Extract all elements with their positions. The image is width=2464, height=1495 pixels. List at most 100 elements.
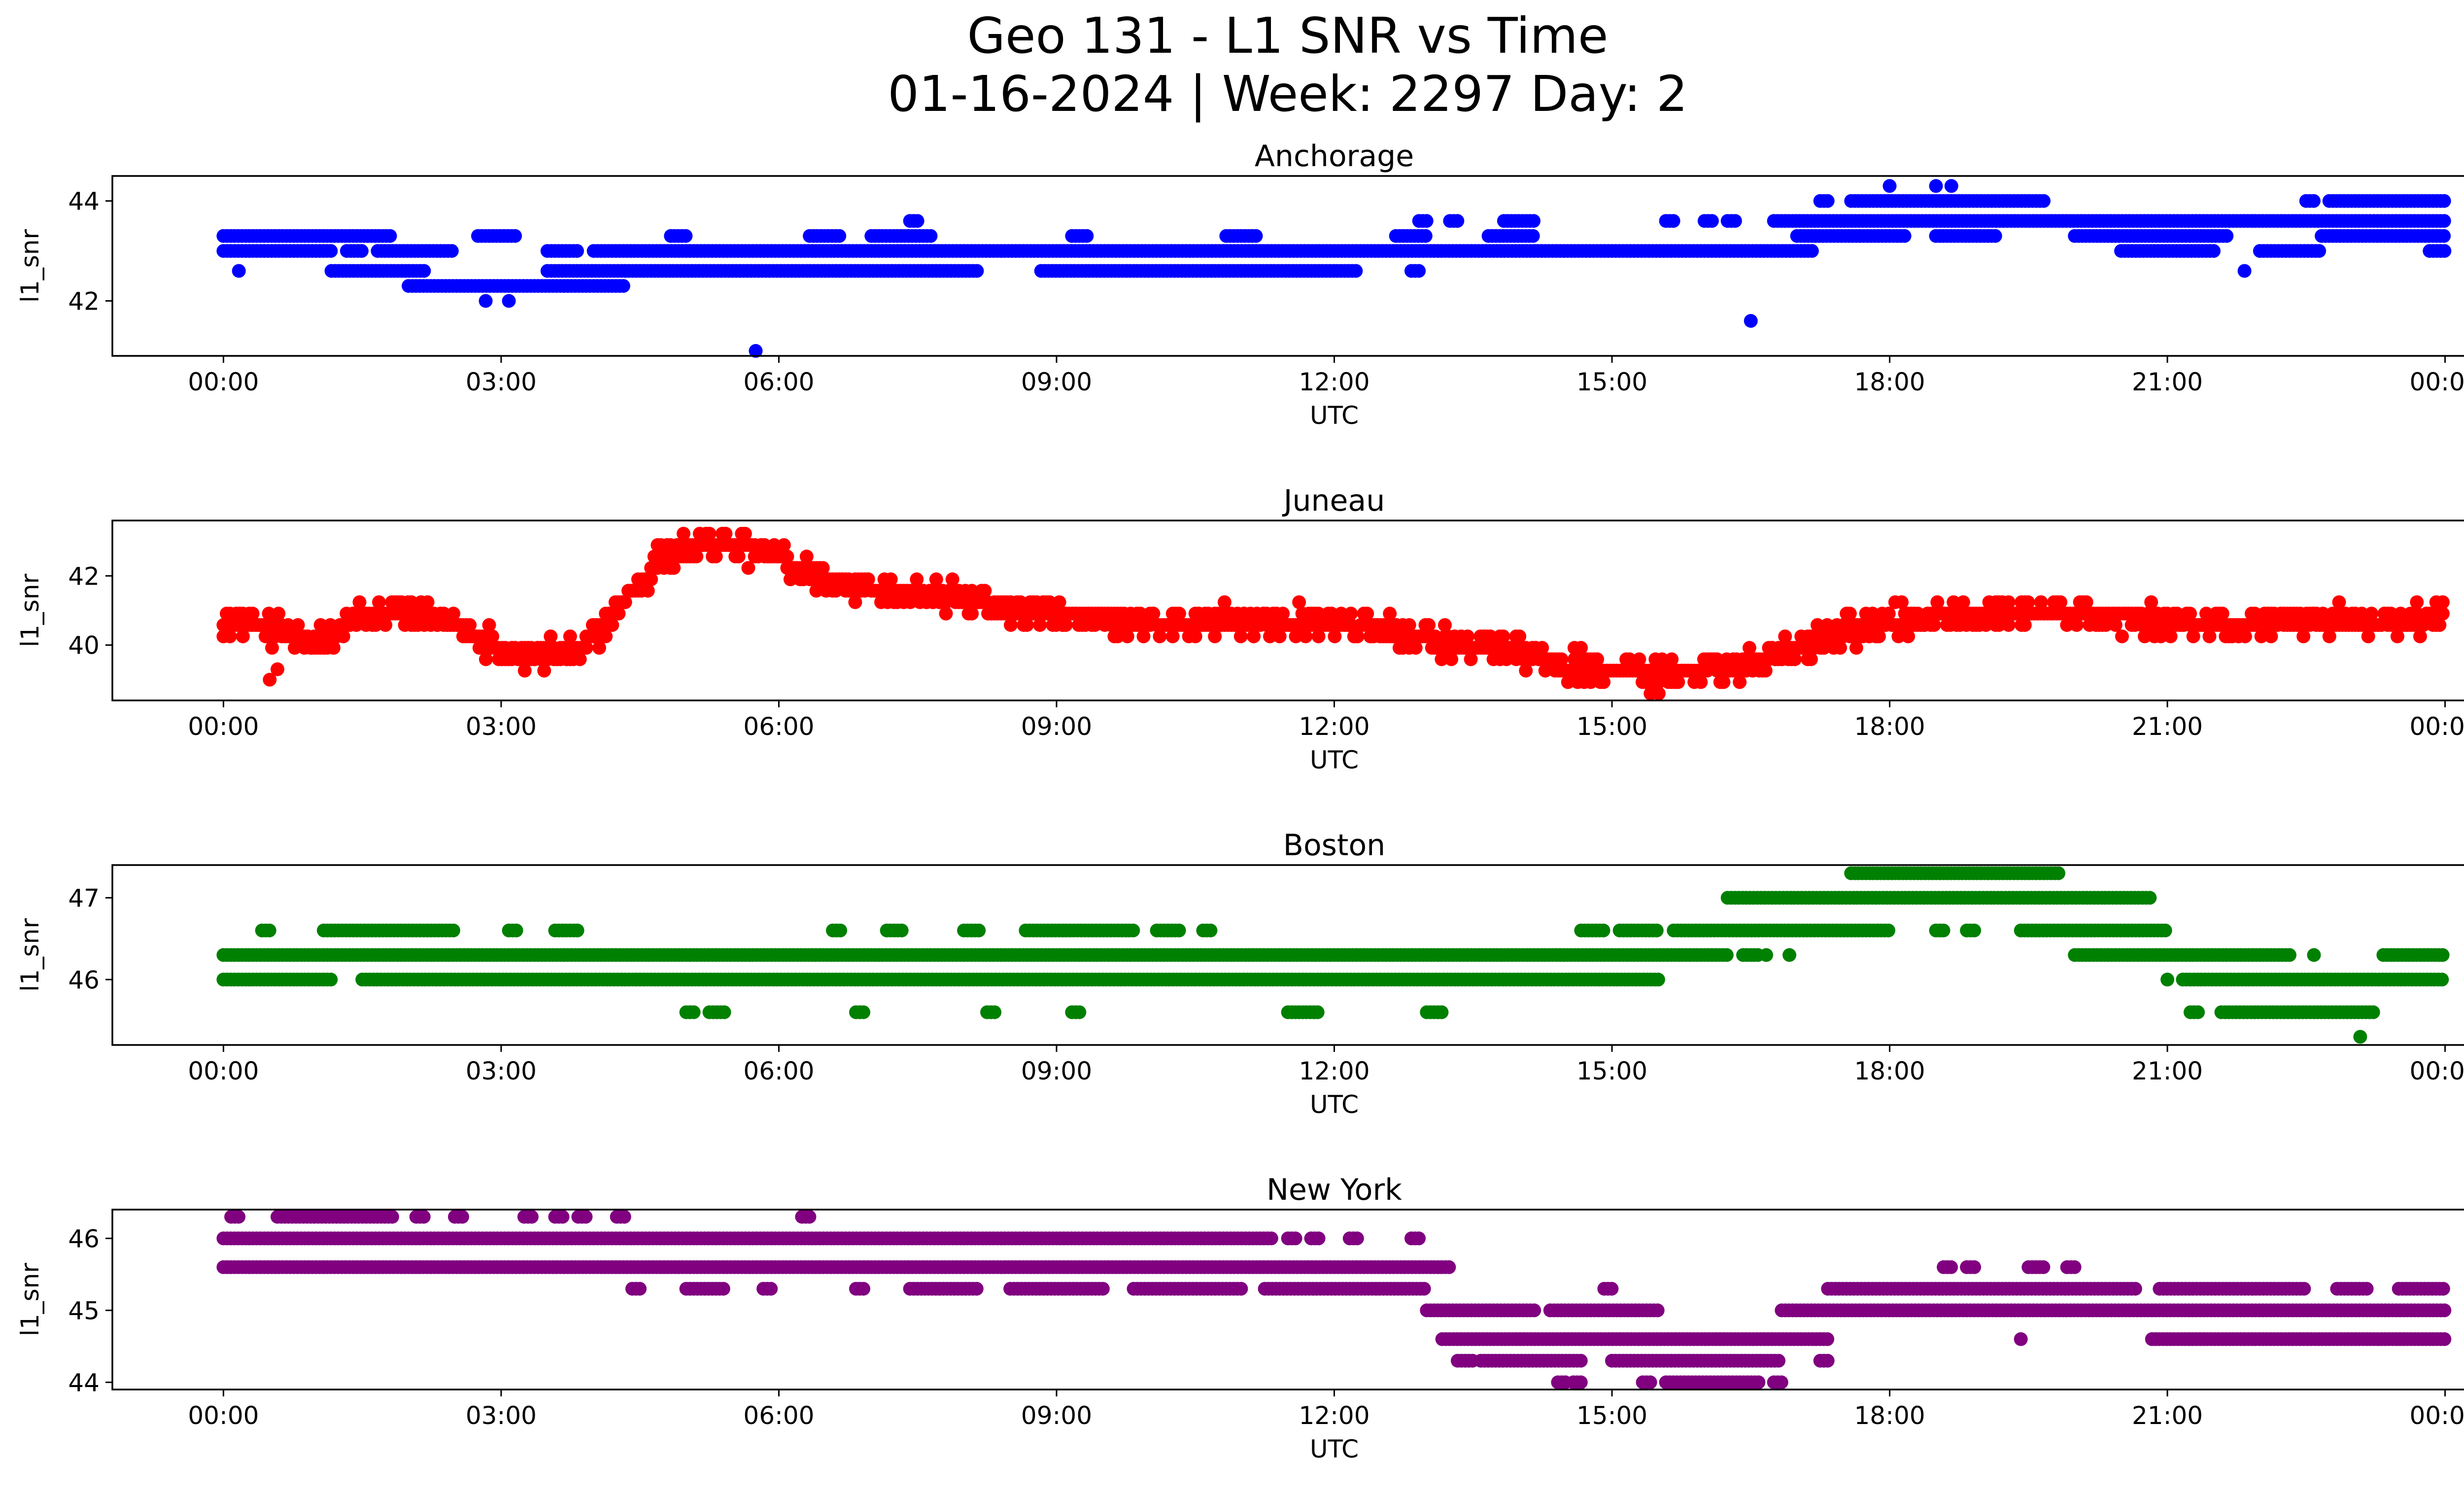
data-point (1805, 244, 1819, 258)
data-point (1605, 1282, 1619, 1296)
data-point (679, 229, 693, 243)
x-tick-label: 15:00 (1576, 368, 1647, 396)
x-tick-label: 00:00 (188, 712, 259, 741)
data-point (1095, 1282, 1110, 1296)
data-point (1759, 948, 1774, 962)
data-point (1208, 629, 1222, 644)
subplot-title: Juneau (1282, 484, 1385, 518)
data-point (1165, 629, 1180, 644)
x-tick-label: 00:00 (188, 368, 259, 396)
data-point (1263, 629, 1277, 644)
data-point (579, 1210, 593, 1224)
data-point (2220, 229, 2234, 243)
data-point (1344, 606, 1358, 621)
data-point (799, 550, 814, 563)
data-point (1004, 618, 1018, 632)
x-tick-label: 21:00 (2132, 368, 2203, 396)
x-tick-label: 06:00 (743, 712, 814, 741)
data-point (2353, 1030, 2367, 1044)
figure-title-line-2: 01-16-2024 | Week: 2297 Day: 2 (888, 65, 1688, 123)
data-point (509, 923, 523, 938)
data-point (644, 572, 658, 587)
y-tick-label: 40 (68, 631, 100, 660)
data-point (446, 606, 461, 621)
data-point (2312, 244, 2327, 258)
data-point (1402, 618, 1416, 632)
data-point (1422, 618, 1436, 632)
data-point (232, 264, 246, 278)
data-point (1526, 229, 1540, 243)
data-point (1444, 652, 1459, 666)
x-tick-label: 12:00 (1299, 1057, 1369, 1085)
subplot-2: 00:00 03:00 06:00 09:00 12:00 15:00 18:00 21:00… (16, 828, 2464, 1119)
data-point (2115, 629, 2129, 644)
data-point (592, 641, 606, 655)
data-point (1289, 629, 1303, 644)
data-point (945, 572, 959, 587)
data-point (616, 279, 630, 293)
data-point (783, 572, 797, 587)
data-point (262, 923, 276, 938)
data-point (437, 606, 451, 621)
y-tick-label: 42 (68, 562, 100, 591)
data-point (777, 538, 791, 552)
data-point (1408, 641, 1423, 655)
data-point (1172, 606, 1186, 621)
data-point (1719, 948, 1734, 962)
data-point (537, 663, 551, 678)
data-point (1264, 1231, 1278, 1246)
data-point (829, 584, 843, 598)
data-point (236, 629, 250, 644)
data-point (686, 1005, 701, 1019)
x-axis-label: UTC (1310, 746, 1359, 774)
data-point (556, 641, 571, 655)
data-point (417, 264, 431, 278)
data-point (1412, 1231, 1426, 1246)
data-point (816, 561, 830, 575)
data-point (262, 606, 276, 621)
scatter-series (216, 526, 2450, 700)
data-point (903, 595, 918, 609)
data-point (2143, 891, 2157, 905)
y-axis-label: l1_snr (16, 574, 44, 647)
x-tick-label: 00:00 (2410, 712, 2464, 741)
data-point (1728, 214, 1742, 228)
data-point (313, 618, 328, 632)
data-point (939, 606, 953, 621)
data-point (2437, 229, 2451, 243)
data-point (618, 595, 632, 609)
data-point (605, 618, 619, 632)
data-point (1311, 1231, 1326, 1246)
scatter-series (216, 1210, 2452, 1390)
data-point (757, 538, 772, 552)
data-point (1882, 923, 1895, 938)
data-point (232, 1210, 246, 1224)
data-point (716, 1282, 730, 1296)
data-point (2283, 948, 2296, 962)
data-point (1126, 923, 1140, 938)
data-point (324, 973, 338, 987)
y-tick-label: 46 (68, 966, 100, 994)
data-point (1033, 618, 1047, 632)
data-point (1350, 1231, 1364, 1246)
data-point (1080, 229, 1094, 243)
data-point (281, 618, 295, 632)
x-tick-label: 18:00 (1854, 368, 1925, 396)
subplot-1: 00:00 03:00 06:00 09:00 12:00 15:00 18:00 21:00… (16, 484, 2464, 774)
data-point (1417, 1282, 1431, 1296)
x-tick-label: 21:00 (2132, 1057, 2203, 1085)
data-point (1428, 629, 1442, 644)
data-point (1311, 629, 1326, 644)
data-point (1276, 606, 1290, 621)
data-point (612, 606, 626, 621)
data-point (1882, 179, 1897, 193)
data-point (445, 244, 459, 258)
data-point (1418, 229, 1433, 243)
data-point (354, 244, 369, 258)
data-point (689, 550, 704, 563)
data-point (924, 229, 938, 243)
data-point (910, 572, 924, 587)
data-point (336, 629, 350, 644)
data-point (2158, 923, 2172, 938)
